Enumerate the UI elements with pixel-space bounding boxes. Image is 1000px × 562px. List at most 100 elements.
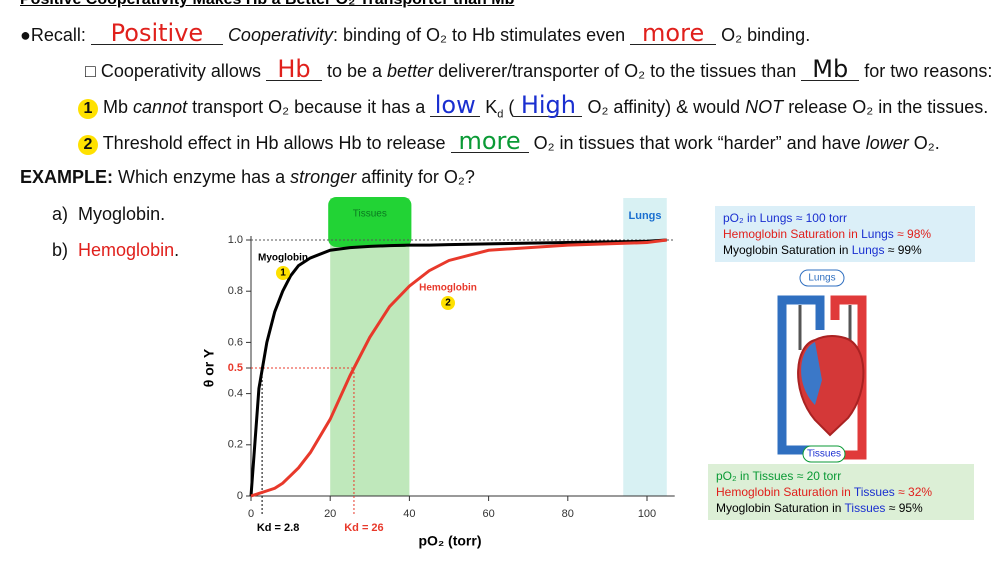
curve: [250, 238, 667, 498]
x-tick-label: 20: [324, 508, 336, 520]
answer: more: [450, 129, 529, 153]
y-tick-label: 0.8: [228, 285, 243, 297]
badge: [441, 296, 455, 310]
tissues-box: pO₂ in Tissues ≈ 20 torr Hemoglobin Satu…: [708, 464, 974, 520]
y-tick-label: 0.4: [228, 388, 243, 400]
text: Hemoglobin: [78, 240, 175, 260]
info-line: Myoglobin Saturation in Tissues ≈ 95%: [716, 500, 966, 516]
badge: 2: [78, 135, 98, 155]
info-line: Hemoglobin Saturation in Tissues ≈ 32%: [716, 484, 966, 500]
x-tick-label: 100: [638, 508, 656, 520]
text: a): [52, 204, 69, 224]
answer: more: [630, 21, 717, 45]
text: Lungs: [851, 243, 885, 257]
text: Cooperativity: [227, 25, 333, 45]
text: ≈ 95%: [885, 501, 923, 515]
series-label: Myoglobin: [258, 253, 308, 264]
y-axis-label: θ or Y: [201, 348, 217, 387]
text: affinity for O₂?: [361, 167, 475, 187]
text: O₂ in tissues that work “harder” and hav…: [533, 133, 861, 153]
text: ≈ 98%: [893, 227, 932, 241]
annotation: Kd = 26: [344, 522, 383, 534]
x-tick-label: 60: [482, 508, 494, 520]
y-tick-label: 0.5: [228, 362, 243, 374]
text: ≈ 99%: [884, 243, 922, 257]
text: cannot: [133, 97, 188, 117]
text: b): [52, 240, 69, 260]
y-tick-label: 1.0: [228, 234, 243, 246]
lungs-box: pO₂ in Lungs ≈ 100 torr Hemoglobin Satur…: [715, 206, 975, 262]
text: □ Cooperativity allows: [85, 61, 261, 81]
band-label: Lungs: [629, 210, 662, 222]
text: Which enzyme has a: [118, 167, 286, 187]
info-line: pO₂ in Tissues ≈ 20 torr: [716, 469, 842, 483]
text: NOT: [745, 97, 784, 117]
text: release O₂ in the tissues.: [788, 97, 989, 117]
text: deliverer/transporter of O₂ to the tissu…: [438, 61, 797, 81]
plot: Tissues Lungs 0 0.2 0.4 0.5 0.6 0.8 1.0 0 20 40 60 80…: [201, 197, 675, 549]
text: transport O₂ because it has a: [192, 97, 426, 117]
text: ≈ 32%: [894, 485, 933, 499]
text: stronger: [290, 167, 357, 187]
text: ●Recall:: [20, 25, 86, 45]
badge-label: 1: [280, 268, 286, 279]
answer: Positive: [90, 21, 223, 45]
text: Lungs: [861, 227, 894, 241]
text: Mb: [103, 97, 129, 117]
annotation: Kd = 2.8: [257, 522, 300, 534]
info-line: Myoglobin Saturation in Lungs ≈ 99%: [723, 242, 967, 258]
text: Threshold effect in Hb allows Hb to rele…: [102, 133, 446, 153]
option: b) Hemoglobin.: [52, 240, 179, 261]
x-tick-label: 40: [403, 508, 415, 520]
text: (: [508, 97, 515, 117]
text: Myoglobin Saturation in: [716, 501, 845, 515]
line: 2 Threshold effect in Hb allows Hb to re…: [78, 129, 940, 155]
line: □ Cooperativity allows Hb to be a better…: [85, 57, 993, 82]
diagram-label: Lungs: [808, 273, 835, 284]
text: EXAMPLE:: [20, 167, 114, 187]
x-axis-label: pO₂ (torr): [419, 533, 482, 549]
diagram-label: Tissues: [807, 449, 841, 460]
text: better: [387, 61, 434, 81]
text: O₂ binding.: [721, 25, 811, 45]
info-line: Hemoglobin Saturation in Lungs ≈ 98%: [723, 226, 967, 242]
answer: High: [514, 93, 583, 117]
text: d: [497, 108, 504, 121]
band-label-box: [328, 197, 412, 247]
series-label: Hemoglobin: [419, 283, 477, 294]
answer: low: [430, 93, 481, 117]
option: a) Myoglobin.: [52, 204, 165, 225]
x-tick-label: 0: [248, 508, 254, 520]
badge: [276, 266, 290, 280]
x-tick-label: 80: [562, 508, 574, 520]
slide-title: Positive Cooperativity Makes Hb a Better…: [20, 0, 514, 9]
text: Tissues: [853, 485, 895, 499]
y-tick-label: 0.2: [228, 439, 243, 451]
band: [623, 198, 667, 496]
text: .: [174, 240, 180, 260]
line: 1 Mb cannot transport O₂ because it has …: [78, 93, 989, 121]
y-tick-label: 0.6: [228, 336, 243, 348]
band-label: Tissues: [353, 209, 387, 220]
text: to be a: [326, 61, 383, 81]
circulation-diagram: [777, 295, 867, 460]
curve: [249, 238, 667, 497]
diagram-label-box: [802, 445, 846, 463]
line: EXAMPLE: Which enzyme has a stronger aff…: [20, 167, 475, 188]
text: : binding of O₂ to Hb stimulates even: [332, 25, 626, 45]
text: for two reasons:: [864, 61, 993, 81]
line: ●Recall: Positive Cooperativity: binding…: [20, 21, 811, 46]
text: Myoglobin.: [78, 204, 166, 224]
info-line: pO₂ in Lungs ≈ 100 torr: [723, 211, 847, 225]
text: Hemoglobin Saturation in: [716, 485, 854, 499]
text: lower: [865, 133, 909, 153]
text: Myoglobin Saturation in: [723, 243, 852, 257]
text: O₂.: [913, 133, 940, 153]
badge: 1: [78, 99, 98, 119]
text: K: [485, 97, 498, 117]
y-tick-label: 0: [237, 490, 243, 502]
text: Hemoglobin Saturation in: [723, 227, 862, 241]
answer: Mb: [801, 57, 860, 81]
